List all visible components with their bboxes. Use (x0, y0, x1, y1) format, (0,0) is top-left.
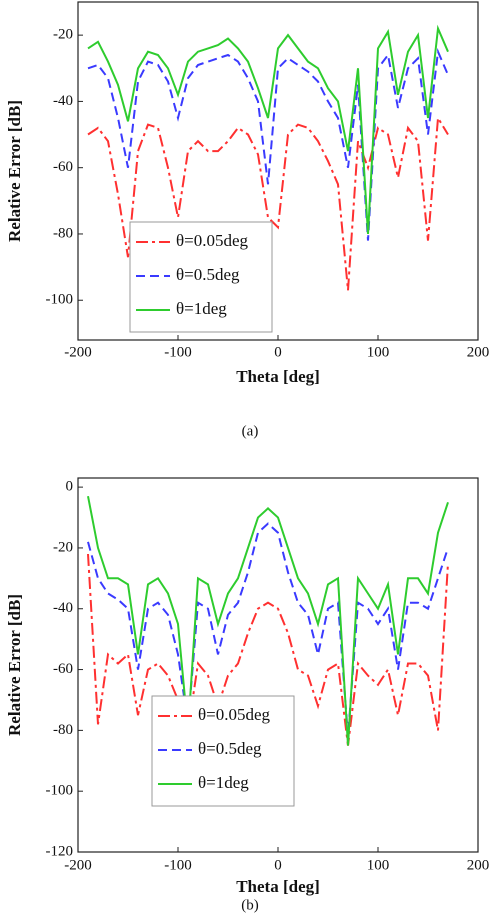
y-tick-label: -20 (53, 539, 73, 555)
legend-label: θ=0.05deg (198, 705, 271, 724)
x-tick-label: 200 (467, 344, 490, 360)
series-line (87, 496, 449, 746)
x-axis-label: Theta [deg] (236, 877, 320, 896)
y-tick-label: -60 (53, 661, 73, 677)
x-tick-label: 0 (274, 857, 282, 873)
x-tick-label: -100 (164, 857, 192, 873)
legend-label: θ=0.5deg (176, 265, 240, 284)
series-line (87, 553, 449, 746)
x-tick-label: 100 (367, 857, 390, 873)
y-axis-label: Relative Error [dB] (5, 594, 24, 736)
x-tick-label: -200 (64, 857, 92, 873)
y-tick-label: -60 (53, 159, 73, 175)
x-tick-label: 100 (367, 344, 390, 360)
caption: (b) (241, 897, 259, 913)
y-tick-label: -120 (46, 843, 74, 859)
legend-label: θ=0.05deg (176, 231, 249, 250)
y-tick-label: -80 (53, 722, 73, 738)
x-tick-label: 0 (274, 344, 282, 360)
y-tick-label: -40 (53, 600, 73, 616)
series-line (87, 522, 449, 737)
y-tick-label: -20 (53, 27, 73, 43)
series-line (87, 114, 449, 291)
y-tick-label: -80 (53, 225, 73, 241)
y-tick-label: -40 (53, 93, 73, 109)
x-tick-label: 200 (467, 857, 490, 873)
y-axis-label: Relative Error [dB] (5, 100, 24, 242)
x-axis-label: Theta [deg] (236, 367, 320, 386)
x-tick-label: -100 (164, 344, 192, 360)
x-tick-label: -200 (64, 344, 92, 360)
legend-label: θ=1deg (198, 773, 249, 792)
y-tick-label: 0 (66, 479, 74, 495)
caption: (a) (242, 423, 259, 439)
legend-label: θ=0.5deg (198, 739, 262, 758)
y-tick-label: -100 (46, 292, 74, 308)
legend-label: θ=1deg (176, 299, 227, 318)
series-line (87, 47, 449, 241)
y-tick-label: -100 (46, 783, 74, 799)
series-line (87, 24, 449, 235)
